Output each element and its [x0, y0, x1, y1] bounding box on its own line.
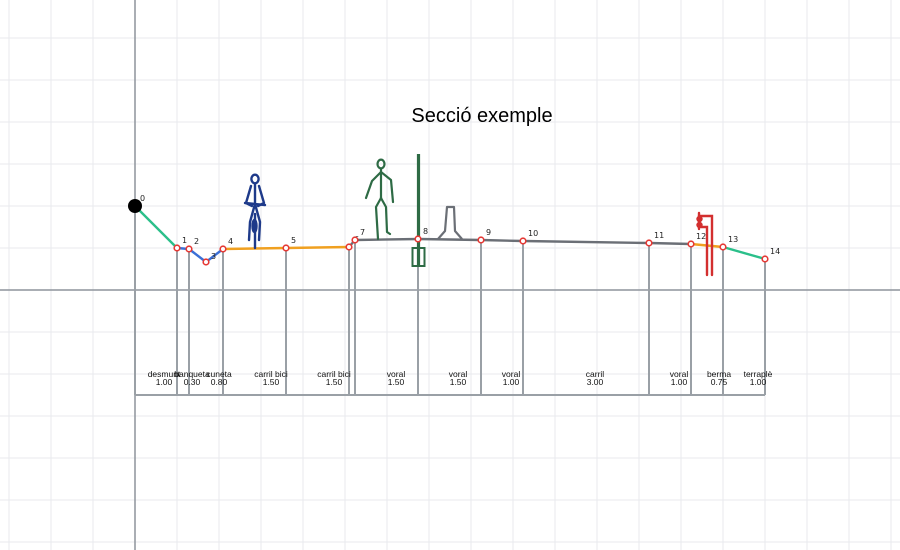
bollard-icon: [437, 205, 463, 240]
segment-terraple: [722, 245, 766, 261]
point-marker: [185, 245, 193, 253]
dimension-lines: [134, 206, 766, 396]
point-marker: [128, 199, 142, 213]
segment-carril: [522, 239, 650, 245]
segment-name: carril: [586, 369, 605, 379]
segment-carril-bici-2: [285, 245, 350, 250]
point-marker: [219, 245, 227, 253]
segment-width: 1.00: [156, 377, 173, 387]
segment-name: desmunt: [148, 369, 181, 379]
segment-width: 1.00: [750, 377, 767, 387]
segment-width: 1.50: [263, 377, 280, 387]
segment-voral-1: [348, 237, 419, 248]
point-label: 13: [728, 235, 738, 244]
point-label: 7: [360, 228, 365, 237]
point-label: 14: [770, 247, 780, 256]
point-marker: [687, 240, 695, 248]
segment-labels: desmunt1.00banqueta0.30cuneta0.80carril …: [148, 369, 773, 387]
pedestrian-icon: [364, 158, 395, 241]
segment-voral-4: [648, 241, 692, 246]
segment-name: voral: [670, 369, 689, 379]
segment-width: 1.00: [503, 377, 520, 387]
segment-width: 1.50: [450, 377, 467, 387]
point-marker: [477, 236, 485, 244]
segment-name: voral: [387, 369, 406, 379]
segment-width: 1.00: [671, 377, 688, 387]
segment-name: banqueta: [174, 369, 210, 379]
segment-width: 0.80: [211, 377, 228, 387]
segment-voral-3: [480, 238, 524, 243]
section-points: 01234567891011121314: [128, 194, 780, 266]
lamp-post-icon: [411, 154, 426, 267]
cyclist-icon: [243, 173, 267, 250]
point-marker: [719, 243, 727, 251]
point-label: 9: [486, 228, 491, 237]
point-marker: [345, 243, 353, 251]
segment-width: 1.50: [326, 377, 343, 387]
segment-name: voral: [449, 369, 468, 379]
segment-width: 1.50: [388, 377, 405, 387]
segment-desmunt: [134, 205, 178, 249]
point-label: 8: [423, 227, 428, 236]
point-label: 4: [228, 237, 233, 246]
point-label: 2: [194, 237, 199, 246]
segment-name: carril bici: [317, 369, 351, 379]
point-marker: [761, 255, 769, 263]
segment-name: carril bici: [254, 369, 288, 379]
point-marker: [202, 258, 210, 266]
segment-name: voral: [502, 369, 521, 379]
point-marker: [645, 239, 653, 247]
point-label: 3: [211, 252, 216, 261]
point-label: 5: [291, 236, 296, 245]
segment-name: berma: [707, 369, 731, 379]
point-label: 11: [654, 231, 664, 240]
point-marker: [173, 244, 181, 252]
point-label: 12: [696, 232, 706, 241]
segment-voral-2: [417, 237, 482, 242]
section-title: Secció exemple: [411, 105, 552, 127]
point-label: 10: [528, 229, 538, 238]
point-marker: [519, 237, 527, 245]
point-label: 0: [140, 194, 145, 203]
segment-width: 0.30: [184, 377, 201, 387]
point-marker: [351, 236, 359, 244]
point-label: 1: [182, 236, 187, 245]
traffic-sign-icon: [696, 211, 714, 277]
segment-width: 3.00: [587, 377, 604, 387]
segment-name: cuneta: [206, 369, 232, 379]
segment-width: 0.75: [711, 377, 728, 387]
section-profile: [134, 205, 766, 263]
point-marker: [282, 244, 290, 252]
point-marker: [414, 235, 422, 243]
segment-name: terraplè: [744, 369, 773, 379]
